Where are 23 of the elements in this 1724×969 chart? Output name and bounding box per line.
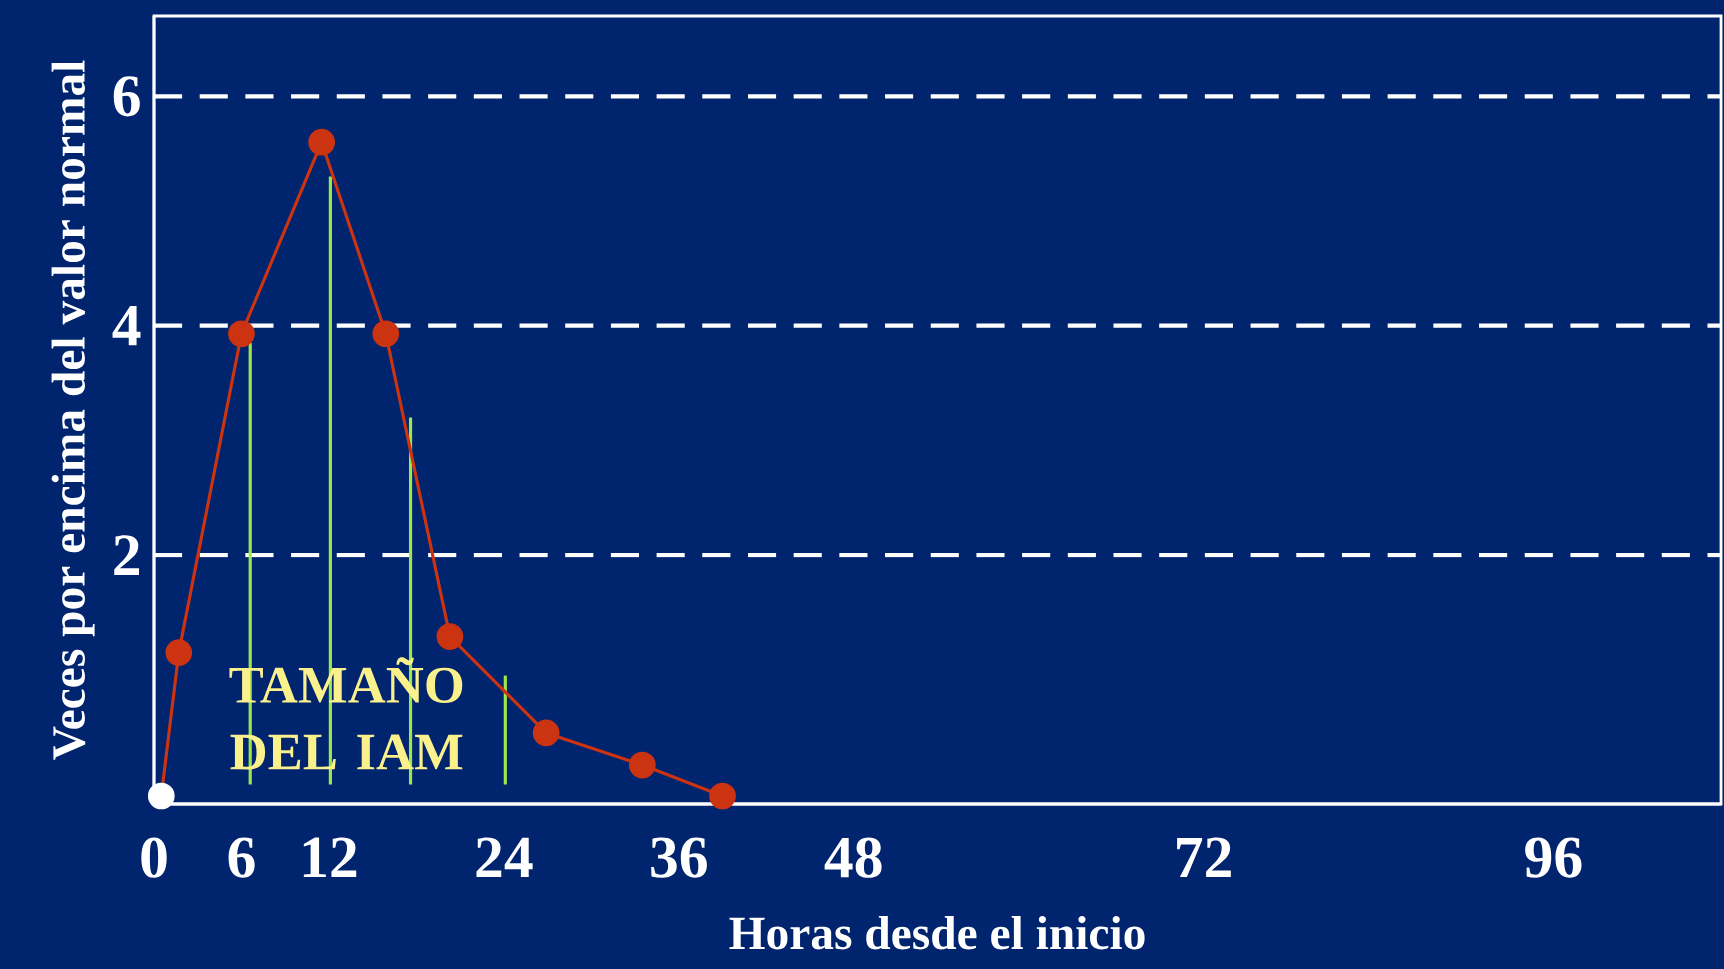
y-axis-title: Veces por encima del valor normal	[51, 60, 95, 760]
y-tick-label: 2	[114, 535, 139, 575]
point	[147, 782, 175, 810]
point	[709, 782, 736, 810]
point	[628, 751, 656, 779]
y-tick-label: 4	[112, 306, 141, 346]
bar	[503, 675, 507, 785]
x-tick-label: 72	[1177, 837, 1231, 878]
point	[165, 639, 193, 666]
point	[228, 320, 255, 348]
point	[436, 623, 464, 650]
x-tick-label: 48	[824, 837, 882, 878]
x-tick-label: 12	[303, 837, 357, 878]
x-tick-label: 36	[651, 837, 707, 878]
y-tick-label: 6	[113, 76, 140, 117]
point	[308, 128, 335, 156]
point	[372, 320, 400, 348]
x-tick-label: 24	[476, 837, 533, 878]
x-tick-label: 6	[228, 837, 255, 878]
x-tick-label: 96	[1525, 837, 1582, 878]
x-tick-label: 0	[141, 837, 167, 878]
x-axis-title: Horas desde el inicio	[729, 916, 1145, 950]
point	[532, 719, 560, 747]
